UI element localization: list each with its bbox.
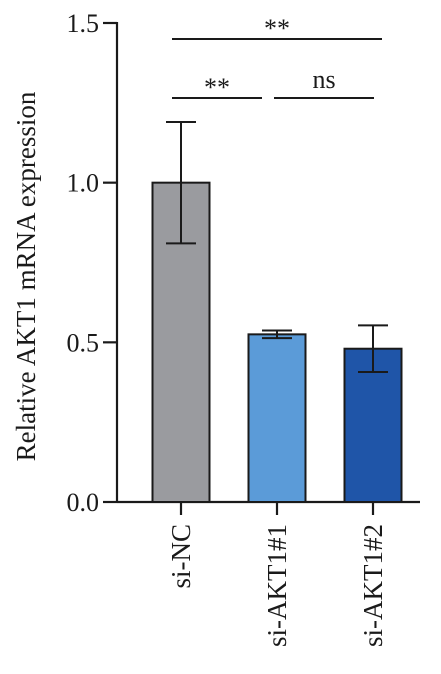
category-label-0: si-NC bbox=[166, 524, 196, 589]
error-bars bbox=[166, 120, 388, 374]
y-axis-title: Relative AKT1 mRNA expression bbox=[11, 91, 41, 461]
error-bar-0 bbox=[166, 120, 196, 245]
category-labels: si-NC si-AKT1#1 si-AKT1#2 bbox=[166, 524, 388, 647]
y-tick-label-2: 1.0 bbox=[67, 169, 100, 198]
y-tick-label-0: 0.0 bbox=[67, 488, 100, 517]
category-label-2: si-AKT1#2 bbox=[358, 524, 388, 647]
bar-1 bbox=[247, 333, 307, 503]
bars bbox=[151, 181, 403, 515]
error-bar-2 bbox=[358, 324, 388, 374]
significance-label-1: ns bbox=[312, 65, 335, 94]
significance-brackets: ** ns ** bbox=[172, 14, 382, 102]
error-bar-1 bbox=[262, 329, 292, 340]
y-tick-label-1: 0.5 bbox=[67, 328, 100, 357]
y-ticks: 0.0 0.5 1.0 1.5 bbox=[67, 9, 117, 517]
category-label-1: si-AKT1#1 bbox=[262, 524, 292, 647]
significance-label-2: ** bbox=[264, 14, 290, 43]
y-tick-label-3: 1.5 bbox=[67, 9, 100, 38]
significance-label-0: ** bbox=[204, 73, 230, 102]
